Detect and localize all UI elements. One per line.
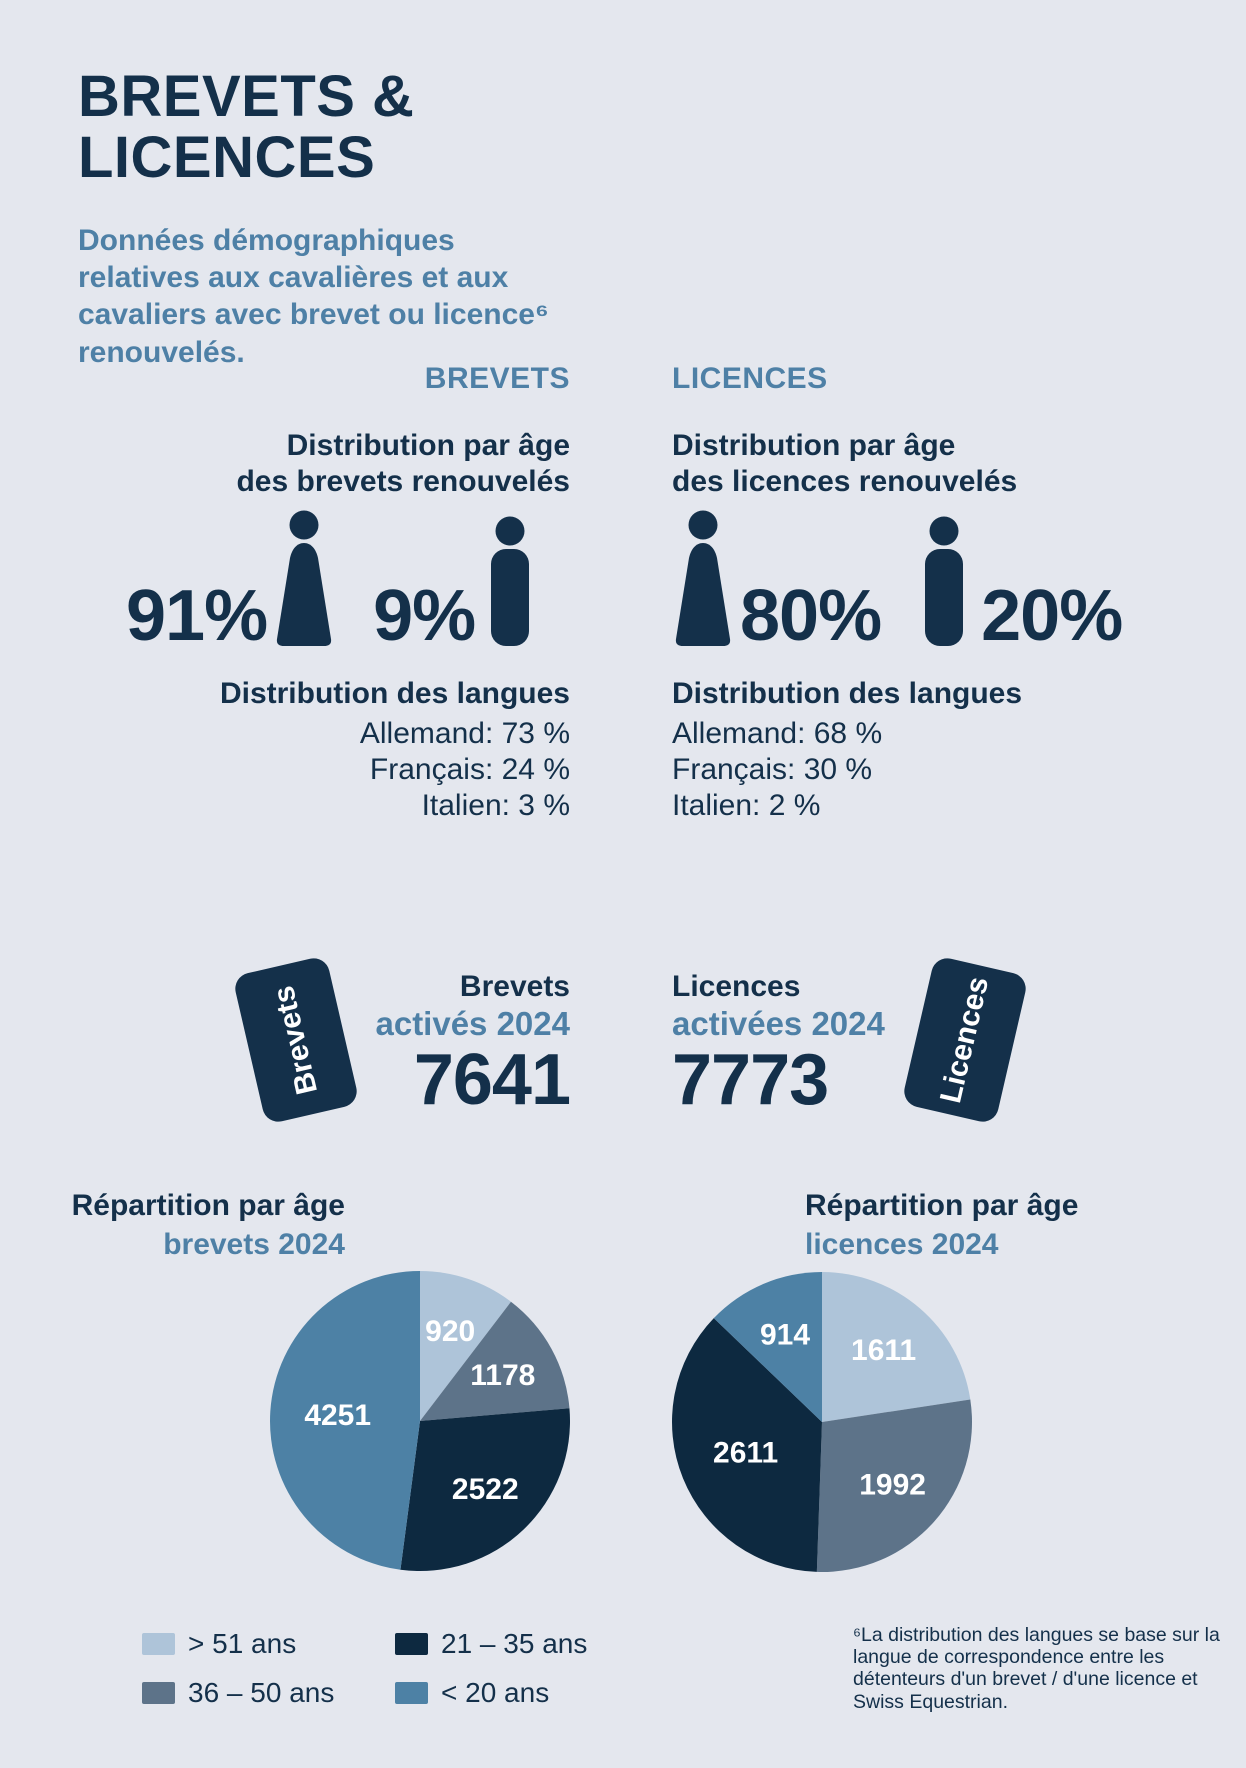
activated-count-brevets: 7641 [413, 1040, 571, 1121]
pie-slice [822, 1272, 971, 1422]
male-percentage-licences: 20% [981, 575, 1123, 656]
pie-title-line: Répartition par âge [71, 1189, 345, 1222]
legend-item: < 20 ans [395, 1677, 587, 1709]
footnote: ⁶La distribution des langues se base sur… [853, 1624, 1220, 1713]
language-row: Allemand: 68 % [672, 717, 883, 750]
legend-swatch [395, 1633, 428, 1655]
language-row: Allemand: 73 % [359, 717, 570, 750]
pie-subtitle-line: licences 2024 [805, 1228, 999, 1261]
legend-label: > 51 ans [188, 1628, 297, 1659]
pie-slice [270, 1271, 420, 1570]
pie-value-label: 2611 [713, 1437, 778, 1470]
female-icon [276, 510, 332, 646]
legend-swatch [142, 1682, 175, 1704]
legend: > 51 ans 36 – 50 ans 21 – 35 ans < 20 an… [142, 1628, 587, 1709]
languages-title-brevets: Distribution des langues [219, 677, 570, 710]
pie-title-brevets: Répartition par âge brevets 2024 [5, 1186, 345, 1264]
licences-card-label: Licences [933, 973, 996, 1107]
male-icon [925, 516, 964, 646]
legend-item: 21 – 35 ans [395, 1628, 587, 1660]
male-icon [491, 516, 530, 646]
column-header-brevets: BREVETS [424, 362, 570, 395]
legend-label: 36 – 50 ans [188, 1677, 335, 1708]
pie-slice [713, 1272, 822, 1422]
age-distribution-title-brevets: Distribution par âge des brevets renouve… [236, 429, 570, 498]
brevets-card: Brevets [232, 955, 360, 1125]
language-row: Italien: 2 % [672, 789, 821, 822]
pie-subtitle-line: brevets 2024 [163, 1228, 345, 1261]
pie-value-label: 920 [425, 1315, 475, 1348]
legend-swatch [142, 1633, 175, 1655]
pie-slice [400, 1408, 570, 1571]
activated-title-licences: Licences [672, 970, 801, 1003]
pie-value-label: 1992 [859, 1468, 926, 1501]
pie-value-label: 4251 [304, 1399, 371, 1432]
female-percentage-licences: 80% [740, 575, 882, 656]
pie-value-label: 914 [760, 1319, 810, 1352]
languages-block-brevets: Distribution des langues Allemand: 73 % … [220, 676, 570, 824]
pie-value-label: 2522 [452, 1473, 519, 1506]
legend-swatch [395, 1682, 428, 1704]
brevets-card-label: Brevets [267, 982, 324, 1098]
activated-count-licences: 7773 [672, 1040, 829, 1121]
activated-title-brevets: Brevets [459, 970, 570, 1003]
pie-chart-licences: 1611 1992 2611 914 [672, 1272, 972, 1572]
activated-block-licences: Licences activées 2024 7773 [672, 970, 885, 1116]
pie-slice [420, 1271, 511, 1421]
intro-text: Données démographiques relatives aux cav… [78, 224, 549, 369]
pie-title-line: Répartition par âge [805, 1189, 1079, 1222]
legend-item: > 51 ans [142, 1628, 395, 1660]
pie-value-label: 1178 [470, 1359, 535, 1392]
pie-slice [420, 1301, 570, 1421]
pie-slice [672, 1318, 822, 1572]
legend-label: < 20 ans [441, 1677, 550, 1708]
pie-value-label: 1611 [851, 1334, 916, 1367]
pie-chart-brevets: 920 1178 2522 4251 [270, 1271, 570, 1571]
pie-title-licences: Répartition par âge licences 2024 [805, 1186, 1225, 1264]
activated-block-brevets: Brevets activés 2024 7641 [375, 970, 571, 1121]
age-distribution-title-licences: Distribution par âge des licences renouv… [672, 429, 1018, 498]
languages-title-licences: Distribution des langues [672, 677, 1023, 710]
language-row: Italien: 3 % [421, 789, 570, 822]
gender-distribution-brevets: 91% 9% [126, 510, 537, 656]
activated-subtitle-licences: activées 2024 [672, 1004, 885, 1042]
activated-subtitle-brevets: activés 2024 [375, 1004, 570, 1042]
language-row: Français: 30 % [672, 753, 873, 786]
female-icon [675, 510, 731, 646]
language-row: Français: 24 % [369, 753, 570, 786]
licences-card: Licences [901, 955, 1029, 1125]
legend-item: 36 – 50 ans [142, 1677, 395, 1709]
pie-slice [816, 1399, 972, 1572]
gender-distribution-licences: 80% 20% [672, 510, 1123, 656]
male-percentage-brevets: 9% [373, 575, 476, 656]
legend-label: 21 – 35 ans [441, 1628, 588, 1659]
female-percentage-brevets: 91% [126, 575, 268, 656]
page-title: BREVETS & LICENCES [78, 64, 415, 191]
column-header-licences: LICENCES [672, 362, 828, 395]
languages-block-licences: Distribution des langues Allemand: 68 % … [672, 676, 1022, 824]
